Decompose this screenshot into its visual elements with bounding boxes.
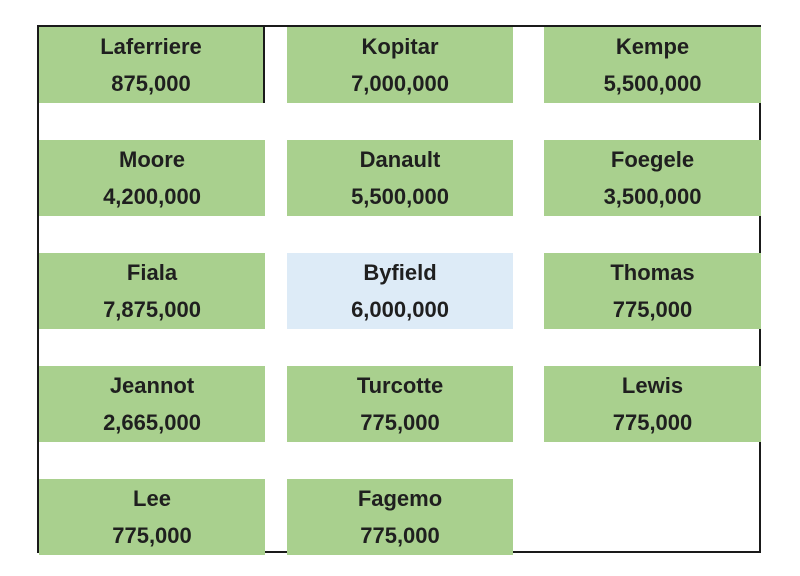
player-salary: 3,500,000 (603, 184, 702, 209)
player-salary: 775,000 (112, 523, 192, 548)
player-salary: 775,000 (360, 523, 440, 548)
player-name: Fagemo (357, 486, 443, 511)
player-salary: 875,000 (111, 71, 191, 96)
player-salary: 2,665,000 (103, 410, 201, 435)
player-cell-jeannot[interactable]: Jeannot 2,665,000 (39, 366, 265, 442)
player-cell-kempe[interactable]: Kempe 5,500,000 (544, 27, 761, 103)
player-cell-moore[interactable]: Moore 4,200,000 (39, 140, 265, 216)
player-salary: 7,875,000 (103, 297, 201, 322)
player-name: Lewis (621, 373, 684, 398)
player-name: Turcotte (356, 373, 444, 398)
player-name: Lee (133, 486, 171, 511)
player-cell-danault[interactable]: Danault 5,500,000 (287, 140, 513, 216)
player-salary: 775,000 (360, 410, 440, 435)
player-cell-kopitar[interactable]: Kopitar 7,000,000 (287, 27, 513, 103)
player-cell-fagemo[interactable]: Fagemo 775,000 (287, 479, 513, 555)
player-cell-lewis[interactable]: Lewis 775,000 (544, 366, 761, 442)
player-name: Kempe (615, 34, 690, 59)
player-salary: 7,000,000 (351, 71, 449, 96)
player-name: Danault (359, 147, 441, 172)
player-cell-turcotte[interactable]: Turcotte 775,000 (287, 366, 513, 442)
player-name: Kopitar (361, 34, 439, 59)
player-name: Foegele (610, 147, 695, 172)
player-salary: 775,000 (612, 410, 693, 435)
player-cell-byfield[interactable]: Byfield 6,000,000 (287, 253, 513, 329)
player-name: Thomas (610, 260, 695, 285)
player-cell-foegele[interactable]: Foegele 3,500,000 (544, 140, 761, 216)
player-cell-fiala[interactable]: Fiala 7,875,000 (39, 253, 265, 329)
player-name: Jeannot (109, 373, 195, 398)
player-salary: 4,200,000 (103, 184, 201, 209)
player-cell-laferriere[interactable]: Laferriere 875,000 (39, 27, 265, 103)
roster-grid: Laferriere 875,000 Kopitar 7,000,000 Kem… (37, 25, 761, 555)
player-salary: 6,000,000 (351, 297, 449, 322)
player-name: Moore (119, 147, 185, 172)
player-cell-thomas[interactable]: Thomas 775,000 (544, 253, 761, 329)
player-cell-lee[interactable]: Lee 775,000 (39, 479, 265, 555)
player-name: Byfield (363, 260, 437, 285)
player-salary: 5,500,000 (603, 71, 702, 96)
player-name: Laferriere (100, 34, 202, 59)
player-salary: 775,000 (612, 297, 693, 322)
player-name: Fiala (126, 260, 178, 285)
player-salary: 5,500,000 (351, 184, 449, 209)
